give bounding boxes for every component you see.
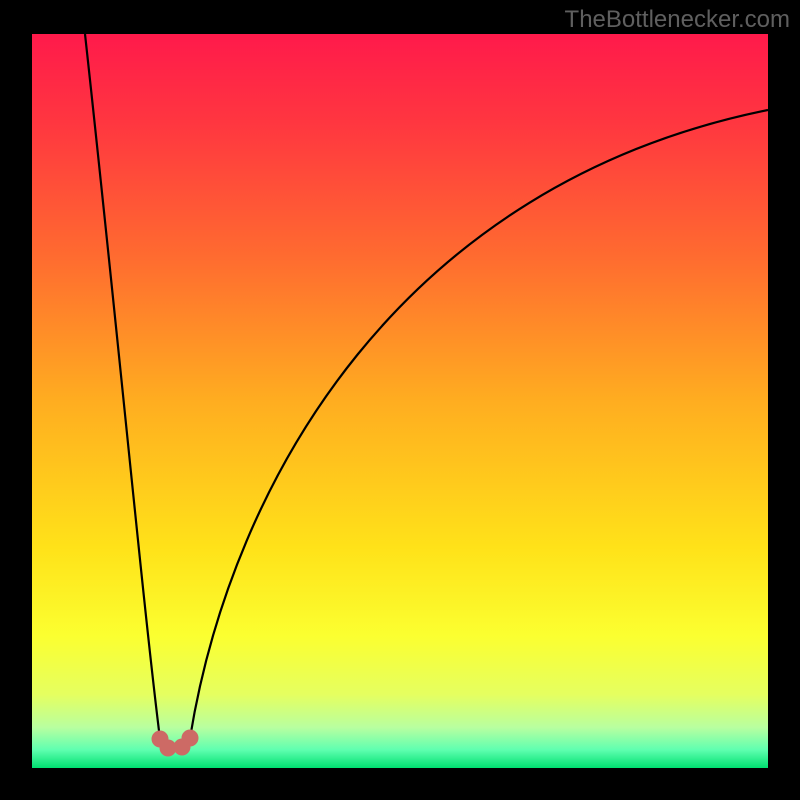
bottleneck-curve (85, 34, 768, 749)
curve-overlay (0, 0, 800, 800)
chart-root: TheBottlenecker.com (0, 0, 800, 800)
valley-marker (182, 730, 199, 747)
watermark-text: TheBottlenecker.com (565, 6, 790, 34)
